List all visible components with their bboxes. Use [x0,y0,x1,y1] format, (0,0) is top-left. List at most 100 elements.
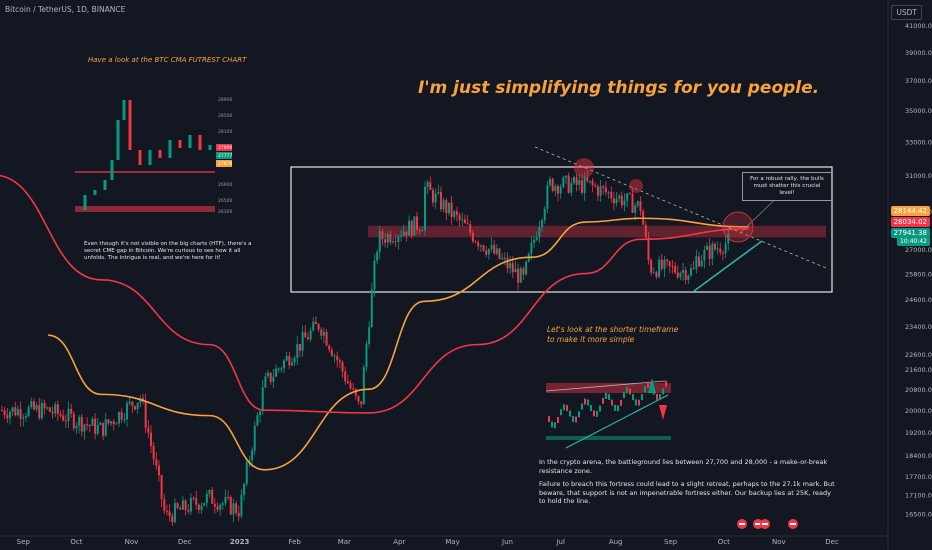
candle-body [719,248,722,253]
candle-body [618,195,621,199]
candle-body [578,180,581,185]
x-tick-label: Dec [178,538,192,546]
candle-body [439,191,442,210]
candle-body [567,175,570,193]
symbol-label[interactable]: Bitcoin / TetherUS, 1D, BINANCE [5,5,126,14]
candle-body [115,423,118,425]
candle-body [490,245,493,249]
inset2-candle [563,404,565,411]
inset-candle [188,135,192,148]
candle-body [620,195,623,206]
candle-body [139,398,142,403]
candle-body [437,191,440,194]
candle-body [243,483,246,495]
candle-body [293,357,296,363]
candle-body [607,192,610,194]
candle-body [594,185,597,187]
candle-body [402,231,405,236]
inset2-trend [545,380,666,392]
candle-body [56,404,59,414]
y-tick-label: 20800.00 [905,386,932,394]
y-tick-label: 23400.00 [905,323,932,331]
candle-body [612,198,615,204]
candle-body [482,245,485,251]
candle-body [703,249,706,261]
candle-body [700,260,703,267]
x-tick-label: May [445,538,459,546]
price-tag-orange-ma: 28144.42 [890,206,930,216]
x-tick-label: Mar [338,538,351,546]
candle-body [107,419,110,424]
candle-body [301,332,304,351]
candle-body [283,360,285,369]
candle-body [447,202,450,214]
candle-body [636,201,639,206]
candle-body [123,419,126,421]
y-tick-label: 41000.00 [905,22,932,30]
candle-body [514,268,517,273]
candle-body [64,420,67,422]
x-tick-label: Nov [125,538,139,546]
candle-body [48,407,51,412]
candle-body [235,503,238,513]
inset-tick-label: 28900 [218,97,232,103]
candle-body [421,230,424,232]
candle-body [639,201,642,212]
candle-body [51,411,54,414]
candle-body [11,407,14,412]
inset2-candle [635,399,637,406]
y-tick-label: 35000.00 [905,107,932,115]
candle-body [668,261,671,266]
range-box [290,166,833,293]
candle-body [67,408,70,421]
candle-body [450,202,453,218]
candle-body [197,504,200,510]
inset-price-tag-label: 27670 [218,161,232,167]
candle-body [35,405,38,410]
candle-body [296,344,299,358]
inset2-candle [632,394,634,401]
inset2-candle [638,399,640,406]
candle-body [142,398,144,402]
candle-body [591,180,594,186]
candle-body [554,185,557,191]
candle-body [634,205,637,213]
y-tick-label: 17700.00 [905,473,932,481]
candle-body [405,231,408,236]
touch-circle [629,179,643,193]
candle-body [684,270,687,280]
candle-body [203,502,206,506]
event-marker-glyph [762,523,768,525]
inset-tick-label: 26900 [218,182,232,188]
inset2-candle [626,387,628,394]
inset-zone [75,206,215,212]
candle-body [187,509,190,512]
candle-body [91,418,94,426]
candle-body [38,405,41,419]
candle-body [354,388,357,396]
candle-body [487,248,490,255]
candle-body [596,186,599,196]
candle-body [168,511,171,516]
candle-body [352,388,355,390]
candle-body [458,214,461,221]
candle-body [131,401,134,407]
candle-body [275,368,278,377]
candle-body [362,367,365,405]
currency-badge[interactable]: USDT [891,5,922,20]
candle-body [623,200,626,206]
candle-body [538,227,541,238]
candle-body [477,242,480,247]
candle-body [559,186,562,194]
candle-body [416,216,419,230]
candle-body [365,344,368,368]
candle-body [149,432,152,446]
inset-tick-label: 26500 [218,198,232,204]
candle-body [557,185,560,194]
candle-body [232,503,235,515]
y-tick-label: 37000.00 [905,77,932,85]
candle-body [535,237,538,240]
candle-body [434,193,437,203]
candle-body [713,243,716,250]
